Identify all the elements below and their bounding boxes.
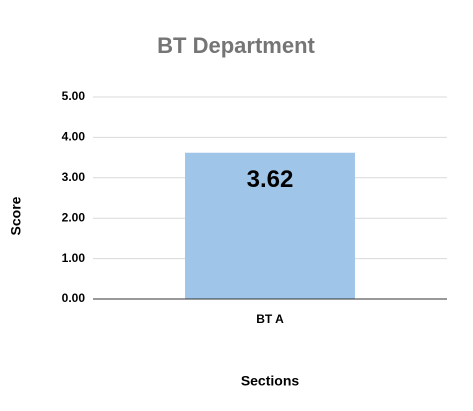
data-label: 3.62: [247, 166, 294, 193]
y-tick-label: 4.00: [62, 130, 86, 144]
y-tick-label: 1.00: [62, 251, 86, 265]
y-tick-label: 0.00: [62, 291, 86, 305]
y-axis-label: Score: [8, 196, 24, 235]
y-tick-label: 2.00: [62, 210, 86, 224]
y-tick-label: 5.00: [62, 89, 86, 103]
chart-title: BT Department: [157, 33, 315, 58]
x-tick-label: BT A: [256, 312, 284, 326]
bar: [185, 152, 355, 299]
y-tick-label: 3.00: [62, 170, 86, 184]
x-axis-label: Sections: [241, 373, 300, 389]
